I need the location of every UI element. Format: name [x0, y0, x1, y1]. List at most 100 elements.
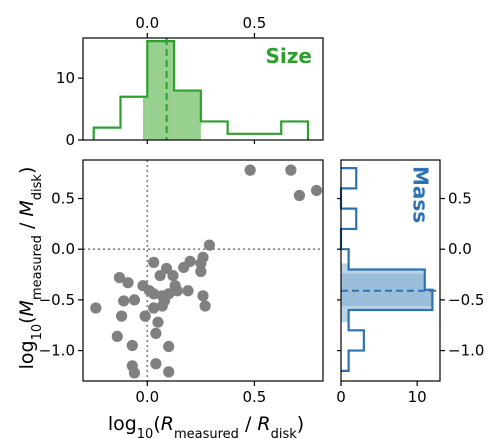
scatter-point-33	[139, 310, 151, 322]
mass-panel: 0 10 0.5 0.0 −0.5 −1.0 Mass	[336, 159, 484, 406]
scatter-point-30	[90, 302, 102, 314]
xlabel-part-3: measured	[174, 427, 239, 439]
scatter-point-35	[150, 327, 162, 339]
size-panel-frame	[82, 37, 324, 141]
main-y-tick-label-3: −1.0	[39, 342, 75, 360]
scatter-point-8	[195, 265, 207, 278]
mass-y-tick-label-2: −0.5	[448, 291, 484, 309]
xlabel-part-6: )	[297, 413, 304, 435]
scatter-point-18	[148, 288, 160, 300]
scatter-point-39	[150, 358, 162, 370]
mass-inner-shade-bar-3	[341, 289, 433, 306]
scatter-point-37	[126, 339, 138, 352]
main-x-tick-label-0: 0.0	[135, 388, 159, 406]
scatter-point-34	[152, 316, 164, 328]
size-x-tick-label-1: 0.5	[242, 14, 266, 32]
size-x-ticks: 0.0 0.5	[135, 14, 266, 144]
scatter-point-1	[285, 164, 297, 176]
ylabel-part-2-prefix: (	[16, 316, 38, 323]
scatter-point-25	[199, 300, 211, 312]
main-y-tick-label-1: 0.0	[51, 240, 75, 258]
xlabel-part-2-prefix: (	[153, 413, 160, 435]
scatter-point-2	[310, 184, 323, 197]
xlabel-part-5: disk	[271, 427, 298, 439]
mass-panel-frame	[340, 159, 441, 382]
scatter-point-11	[160, 262, 173, 275]
scatter-point-32	[115, 310, 128, 322]
ylabel-part-4-prefix: /	[16, 217, 38, 235]
size-shade-bar-3	[174, 90, 201, 140]
mass-x-ticks: 0 10	[336, 381, 427, 406]
scatter-points	[90, 164, 323, 379]
mass-panel-label: Mass	[409, 166, 433, 223]
size-x-tick-label-0: 0.0	[135, 14, 159, 32]
scatter-point-13	[154, 269, 166, 282]
scatter-point-24	[197, 290, 209, 302]
mass-shade-bar-5	[341, 263, 349, 270]
ylabel-part-0: log	[16, 340, 38, 369]
size-y-tick-label-1: 10	[56, 69, 75, 87]
mass-shaded-range	[341, 263, 433, 323]
mass-inner-shade-bar-4	[341, 273, 425, 290]
ylabel-part-6: )	[16, 167, 38, 174]
mass-y-ticks: 0.5 0.0 −0.5 −1.0	[337, 190, 484, 360]
y-axis-label: log10(Mmeasured / Mdisk)	[16, 167, 45, 370]
scatter-point-10	[178, 261, 190, 274]
ylabel-part-5: disk	[30, 174, 45, 201]
mass-y-tick-label-1: 0.0	[448, 240, 472, 258]
scatter-point-27	[156, 300, 168, 312]
main-panel: 0.0 0.5 0.5 0.0 −0.5 −1.0	[39, 159, 324, 406]
scatter-point-42	[163, 366, 175, 378]
mass-y-tick-label-3: −1.0	[448, 342, 484, 360]
xlabel-part-4: / R	[239, 413, 271, 435]
scatter-point-15	[122, 277, 134, 289]
scatter-point-36	[111, 330, 123, 342]
scatter-point-41	[128, 367, 141, 379]
scatter-point-7	[195, 257, 207, 270]
scatter-point-22	[182, 285, 194, 297]
size-panel-label: Size	[266, 44, 312, 68]
size-panel: 0.0 0.5 0 10 Size	[56, 14, 324, 149]
main-x-ticks: 0.0 0.5	[135, 381, 266, 406]
mass-x-tick-label-1: 10	[408, 388, 427, 406]
size-y-ticks: 0 10	[56, 69, 83, 149]
mass-y-tick-label-0: 0.5	[448, 190, 472, 208]
scatter-point-9	[148, 256, 160, 268]
xlabel-part-4-prefix: /	[239, 413, 257, 435]
mass-x-tick-label-0: 0	[336, 388, 346, 406]
size-y-tick-label-0: 0	[65, 131, 75, 149]
ylabel-part-1: 10	[30, 324, 45, 341]
xlabel-part-0: log	[108, 413, 137, 435]
scatter-point-3	[293, 189, 306, 202]
scatter-point-31	[118, 295, 130, 307]
scatter-point-4	[203, 239, 216, 251]
main-y-ticks: 0.5 0.0 −0.5 −1.0	[39, 190, 83, 360]
size-shade-bar-1	[143, 96, 148, 140]
xlabel-part-4-symbol: R	[257, 413, 270, 435]
scatter-point-29	[128, 294, 141, 306]
ylabel-part-2: (M	[16, 300, 38, 324]
scatter-point-23	[169, 280, 181, 292]
xlabel-part-2: (R	[153, 413, 174, 435]
scatter-point-0	[244, 164, 256, 176]
main-y-tick-label-2: −0.5	[39, 291, 75, 309]
xlabel-part-2-symbol: R	[161, 413, 174, 435]
main-x-tick-label-1: 0.5	[242, 388, 266, 406]
ylabel-part-2-symbol: M	[16, 300, 38, 316]
ylabel-part-4-symbol: M	[16, 200, 38, 216]
scatter-point-38	[163, 340, 175, 353]
size-histogram-outline	[92, 39, 310, 140]
xlabel-part-1: 10	[137, 427, 154, 439]
scatter-point-14	[113, 271, 126, 284]
mass-shade-bar-2	[341, 310, 349, 323]
x-axis-label: log10(Rmeasured / Rdisk)	[108, 413, 304, 439]
ylabel-part-3: measured	[30, 235, 45, 300]
scatter-point-12	[167, 269, 179, 282]
size-shade-bar-2	[147, 41, 175, 140]
size-shaded-range	[143, 41, 201, 140]
ylabel-part-4: / M	[16, 200, 38, 235]
scatter-point-28	[148, 302, 160, 314]
main-y-tick-label-0: 0.5	[51, 190, 75, 208]
main-panel-frame	[82, 159, 324, 382]
